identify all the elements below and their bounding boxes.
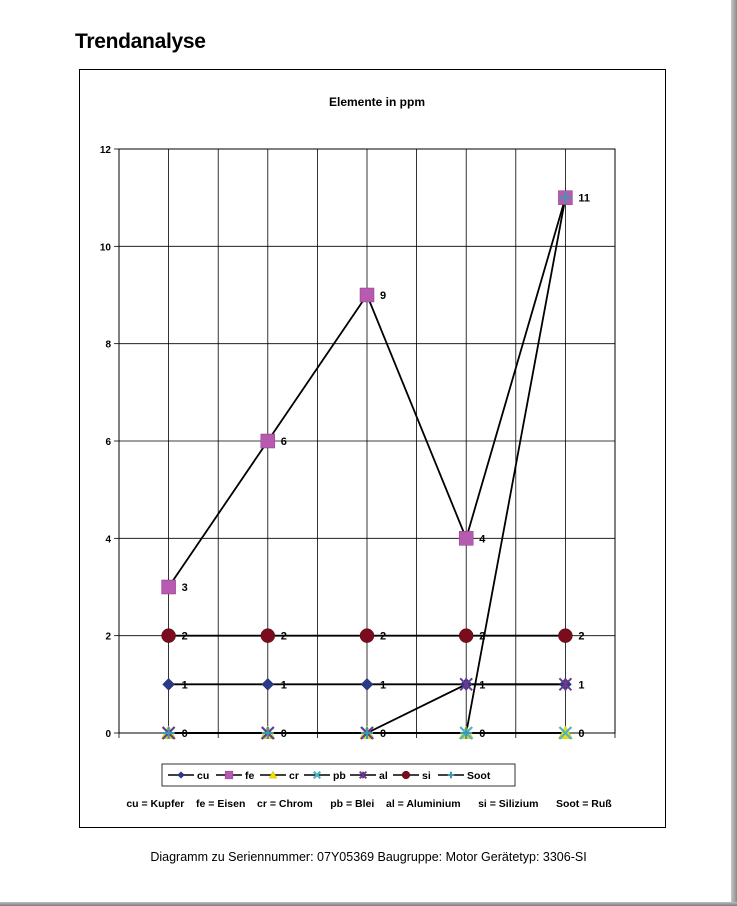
data-label-si: 2 — [182, 631, 188, 643]
legend-label-pb: pb — [333, 770, 346, 782]
point-pb — [558, 726, 573, 740]
y-tick-label: 2 — [105, 632, 111, 643]
point-al — [459, 677, 473, 692]
legend-label-soot: Soot — [467, 770, 491, 782]
data-label-cu: 1 — [479, 679, 485, 691]
legend-marker-fe — [224, 770, 234, 780]
data-label-cr: 0 — [281, 728, 287, 740]
legend-label-al: al — [379, 770, 388, 782]
data-label-cr: 0 — [182, 728, 188, 740]
legend-marker-si — [401, 770, 411, 780]
data-label-si: 2 — [479, 631, 485, 643]
point-soot — [162, 727, 175, 739]
chart-grid — [118, 148, 616, 734]
point-si — [458, 628, 474, 643]
point-fe — [260, 433, 276, 449]
point-si — [161, 628, 176, 643]
legend-label-cu: cu — [197, 770, 209, 782]
data-label-fe: 3 — [182, 582, 188, 594]
data-label-fe: 4 — [479, 533, 486, 545]
data-label-cr: 0 — [578, 728, 584, 740]
point-si — [359, 628, 375, 643]
point-al — [558, 677, 573, 692]
point-fe — [458, 531, 474, 546]
point-soot — [559, 191, 572, 204]
legend-label-fe: fe — [245, 770, 254, 782]
legend-marker-cu — [177, 771, 185, 779]
data-label-cr: 0 — [479, 728, 485, 740]
y-tick-label: 4 — [105, 534, 111, 545]
data-label-fe: 6 — [281, 436, 287, 448]
page-edge-shadow-right — [731, 0, 737, 906]
y-tick-label: 0 — [105, 729, 111, 740]
y-tick-label: 6 — [105, 437, 111, 448]
y-tick-label: 10 — [100, 242, 112, 253]
legend-marker-soot — [447, 771, 455, 779]
point-fe — [359, 287, 375, 303]
point-soot — [261, 727, 274, 739]
footer-caption: Diagramm zu Seriennummer: 07Y05369 Baugr… — [150, 850, 587, 864]
legend-label-cr: cr — [289, 770, 299, 782]
y-tick-label: 8 — [105, 340, 111, 351]
legend-marker-al — [358, 770, 368, 780]
point-si — [260, 628, 276, 643]
data-label-cu: 1 — [578, 679, 584, 691]
page-title: Trendanalyse — [75, 30, 206, 53]
data-label-cr: 0 — [380, 728, 386, 740]
point-soot — [460, 727, 473, 739]
legend-box — [161, 763, 516, 787]
y-tick-label: 12 — [100, 145, 112, 156]
legend-label-si: si — [422, 770, 431, 782]
chart-series — [161, 190, 573, 740]
legend-marker-pb — [312, 770, 322, 780]
data-label-fe: 9 — [380, 290, 386, 302]
data-label-si: 2 — [281, 631, 287, 643]
chart-title: Elemente in ppm — [329, 95, 425, 109]
chart-legend: cu fe cr pb al si Soot — [161, 763, 516, 787]
point-cu — [162, 677, 175, 691]
point-cu — [261, 677, 275, 691]
page-edge-shadow-bottom — [0, 902, 737, 906]
point-cu — [360, 677, 374, 691]
data-label-si: 2 — [578, 631, 584, 643]
legend-marker-cr — [268, 770, 278, 779]
data-label-si: 2 — [380, 631, 386, 643]
data-label-cu: 1 — [182, 679, 188, 691]
point-si — [558, 628, 573, 643]
point-fe — [161, 579, 176, 595]
legend-key-text: cu = Kupfer fe = Eisen cr = Chrom pb = B… — [126, 798, 612, 810]
point-soot — [361, 727, 373, 739]
data-label-fe: 11 — [578, 193, 590, 205]
data-label-cu: 1 — [281, 679, 287, 691]
data-label-cu: 1 — [380, 679, 386, 691]
